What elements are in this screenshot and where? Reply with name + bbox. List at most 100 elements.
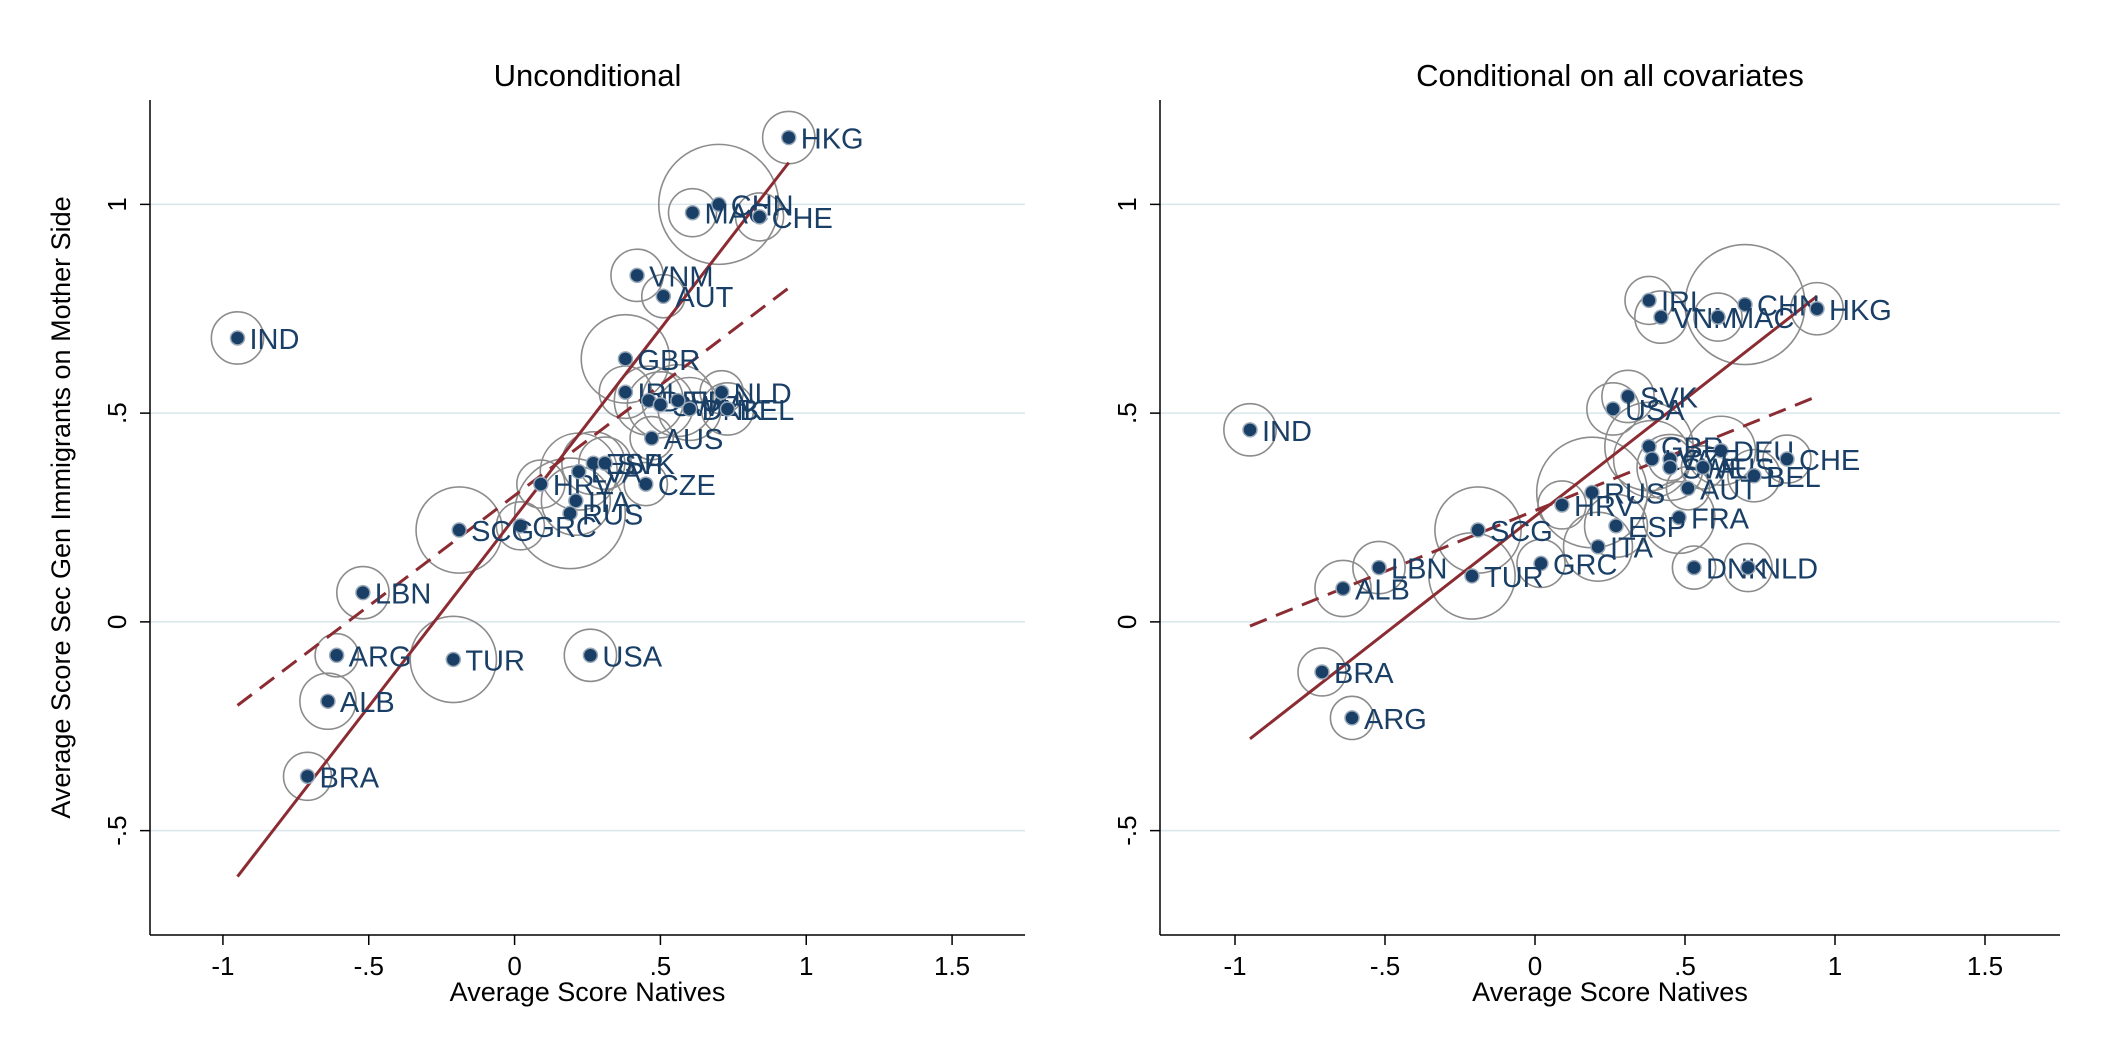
chart-1-point-label-grc: GRC	[1553, 549, 1617, 581]
chart-1-weight-circle-alb	[1314, 559, 1372, 618]
chart-0-point-tur	[445, 651, 462, 668]
chart-1-point-label-irl: IRL	[1661, 286, 1706, 318]
panel-conditional: -1 -.5 0 .5 1 1.5 -.5 0 .5 1 Conditional on all co…	[1112, 58, 2060, 1007]
chart-1-point-grc	[1533, 555, 1549, 572]
chart-1-point-label-esp: ESP	[1628, 512, 1686, 544]
chart-1-weight-circle-bel	[1727, 448, 1781, 503]
chart-0-weight-circle-cze	[623, 461, 669, 507]
chart-1-point-ind	[1242, 422, 1258, 438]
chart-1-point-label-swe: SWE	[1682, 453, 1748, 485]
chart-1-point-aut	[1680, 480, 1696, 497]
chart-1-point-label-hkg: HKG	[1829, 295, 1892, 327]
chart-0-weight-circle-aus	[629, 415, 675, 461]
chart-0-title: Unconditional	[494, 58, 682, 93]
chart-0-weight-circle-alb	[299, 672, 357, 731]
chart-0-point-label-arg: ARG	[349, 641, 412, 673]
chart-1-point-bra	[1314, 664, 1330, 680]
chart-1-point-svk	[1620, 388, 1636, 405]
chart-0-weight-circle-esp	[561, 430, 626, 496]
chart-1-x-axis-label: Average Score Natives	[1472, 977, 1748, 1007]
chart-0-x-tick-label: 1.5	[934, 951, 970, 981]
chart-1-point-label-bra: BRA	[1334, 658, 1394, 690]
chart-0-point-hkg	[781, 129, 797, 146]
chart-0-point-label-lva: LVA	[591, 458, 642, 490]
chart-0-weight-circle-che	[734, 192, 785, 242]
chart-1-x-tick-label: 1.5	[1967, 951, 2003, 981]
chart-0-point-label-ind: IND	[250, 324, 300, 356]
chart-0-fit-line-solid	[236, 161, 790, 878]
chart-1-point-label-nld: NLD	[1760, 554, 1818, 586]
chart-0-point-chn	[711, 196, 727, 213]
chart-1-point-label-mac: MAC	[1730, 303, 1794, 335]
chart-1-point-deu	[1713, 442, 1729, 459]
chart-1-point-hrv	[1554, 497, 1570, 513]
chart-1-weight-circle-mac	[1693, 292, 1743, 342]
chart-0-y-tick-label: 1	[102, 197, 132, 211]
chart-0-point-ita	[568, 493, 584, 509]
chart-1-point-hkg	[1809, 301, 1825, 317]
chart-0-point-label-rus: RUS	[582, 499, 643, 531]
chart-0-x-tick-label: -1	[211, 951, 234, 981]
chart-0-point-label-usa: USA	[602, 641, 662, 673]
chart-0-point-mac	[684, 204, 701, 221]
chart-1-weight-circle-bra	[1297, 647, 1347, 697]
chart-0-point-gbr	[617, 351, 634, 367]
chart-0-weight-circle-hrv	[516, 459, 566, 509]
chart-1-weight-circle-che	[1762, 434, 1812, 484]
chart-0-weight-circle-tur	[409, 615, 498, 704]
chart-1-weight-circle-lbn	[1352, 540, 1406, 595]
chart-1-point-mac	[1710, 309, 1726, 325]
chart-1-point-lbn	[1371, 559, 1387, 576]
chart-1-weight-circle-dnk	[1671, 545, 1717, 590]
chart-0-point-label-tur: TUR	[465, 645, 525, 677]
chart-0-y-tick-label: .5	[102, 402, 132, 424]
chart-0-point-label-esp: ESP	[605, 449, 663, 481]
chart-0-x-tick-label: 0	[507, 951, 521, 981]
chart-0-weight-circle-bra	[282, 751, 333, 802]
chart-0-weight-circle-svk	[578, 436, 632, 491]
chart-0-point-label-ita: ITA	[588, 487, 632, 519]
chart-0-point-vnm	[629, 267, 645, 284]
chart-1-point-label-aus: AUS	[1715, 453, 1775, 485]
chart-1-point-label-svk: SVK	[1640, 382, 1699, 414]
chart-1-point-vnm	[1653, 309, 1669, 325]
chart-0-point-usa	[582, 647, 599, 664]
chart-0-point-swe	[652, 397, 669, 413]
chart-0-point-label-alb: ALB	[340, 687, 395, 719]
chart-1-point-label-fra: FRA	[1691, 504, 1750, 536]
chart-0-point-label-aus: AUS	[664, 424, 724, 456]
chart-0-point-scg	[451, 522, 467, 538]
chart-0-point-alb	[320, 693, 336, 709]
chart-1-point-label-alb: ALB	[1355, 574, 1410, 606]
chart-0-point-label-aut: AUT	[675, 282, 733, 314]
chart-1-y-tick-label: 0	[1112, 615, 1142, 629]
chart-1-title: Conditional on all covariates	[1416, 58, 1804, 93]
chart-0-point-irl	[617, 384, 634, 400]
chart-0-y-axis-label: Average Score Sec Gen Immigrants on Moth…	[46, 196, 76, 818]
chart-0-point-label-che: CHE	[772, 203, 833, 235]
chart-1-weight-circle-nld	[1723, 542, 1773, 593]
chart-1-point-label-lbn: LBN	[1391, 554, 1447, 586]
chart-0-weight-circle-grc	[495, 501, 546, 551]
chart-1-point-label-chn: CHN	[1757, 291, 1820, 323]
chart-0-point-ind	[229, 330, 246, 346]
chart-1-point-arg	[1344, 710, 1360, 726]
chart-0-point-label-bra: BRA	[320, 762, 380, 794]
chart-1-weight-circle-deu	[1685, 415, 1757, 486]
chart-0-x-tick-label: -.5	[354, 951, 384, 981]
chart-1-y-tick-label: .5	[1112, 402, 1142, 424]
chart-0-point-che	[751, 209, 768, 225]
chart-1-point-chn	[1737, 296, 1753, 313]
chart-1-weight-circle-fra	[1642, 480, 1716, 555]
chart-1-point-nld	[1740, 559, 1756, 576]
chart-1-point-bel	[1746, 468, 1762, 484]
chart-0-point-aus	[643, 430, 660, 446]
chart-1-weight-circle-arg	[1329, 695, 1375, 741]
chart-0-point-nld	[713, 384, 730, 400]
chart-1-weight-circle-aut	[1665, 465, 1711, 511]
chart-1-point-tur	[1464, 568, 1480, 584]
chart-0-y-tick-label: 0	[102, 615, 132, 629]
chart-0-weight-circle-rus	[513, 457, 627, 570]
chart-0-weight-circle-bel	[700, 382, 755, 436]
